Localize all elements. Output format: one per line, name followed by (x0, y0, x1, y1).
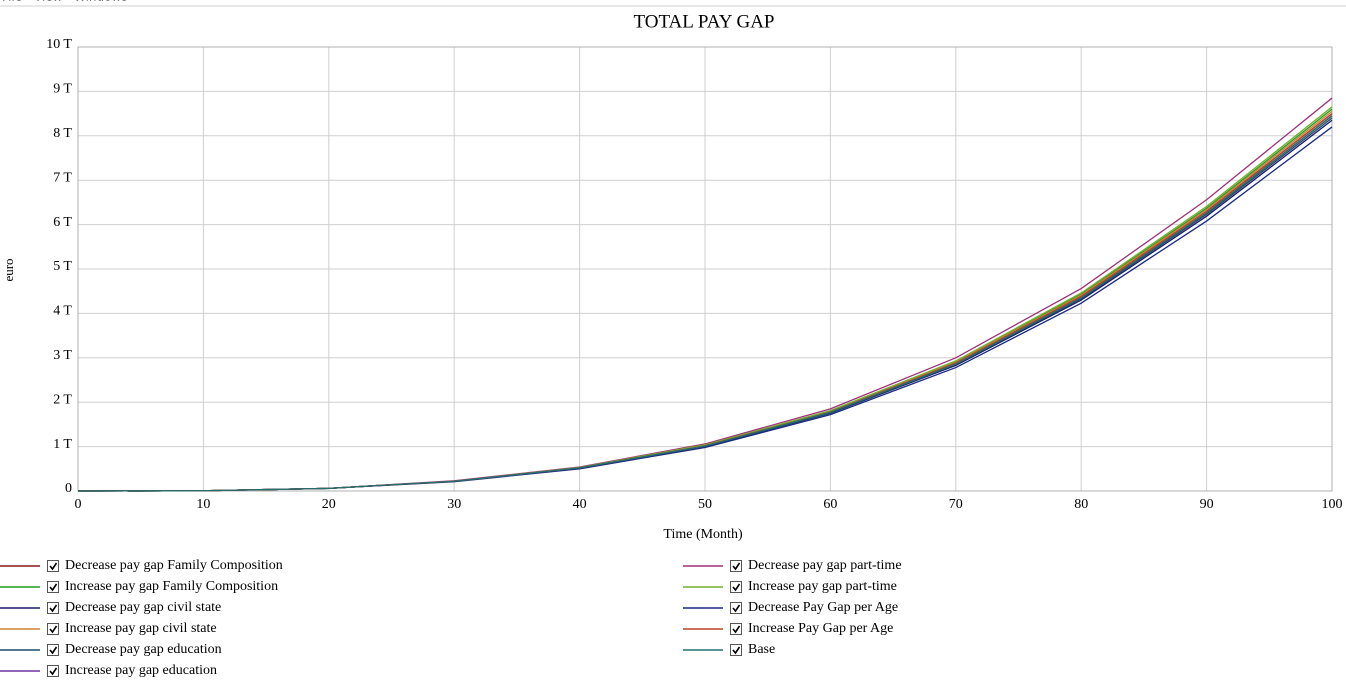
series-line (77, 115, 1333, 492)
checkbox-check (49, 667, 58, 676)
x-tick-label: 0 (75, 497, 82, 512)
legend-label: Increase Pay Gap per Age (748, 621, 893, 636)
legend-label: Increase pay gap education (65, 663, 217, 678)
x-axis-label: Time (Month) (663, 527, 743, 542)
x-tick-label: 50 (698, 497, 712, 512)
legend-entry: Decrease pay gap Family Composition (0, 558, 283, 573)
legend-entry: Decrease pay gap education (0, 642, 222, 657)
plot-frame (77, 46, 1333, 492)
legend-checkbox[interactable] (47, 644, 59, 656)
checkbox-box (730, 623, 742, 635)
legend-label: Decrease pay gap civil state (65, 600, 221, 615)
checkbox-box (730, 560, 742, 572)
legend-label: Base (748, 642, 775, 657)
checkbox-check (732, 646, 741, 655)
y-axis-label: euro (1, 258, 16, 281)
menu-item[interactable]: Windows (74, 0, 128, 4)
legend-entry: Increase pay gap education (0, 663, 217, 678)
legend-entry: Increase pay gap civil state (0, 621, 217, 636)
legend-checkbox[interactable] (730, 602, 742, 614)
legend-checkbox[interactable] (47, 581, 59, 593)
y-tick-label: 3 T (53, 348, 72, 363)
legend-checkbox[interactable] (730, 560, 742, 572)
legend-checkbox[interactable] (730, 644, 742, 656)
legend-entry: Decrease pay gap part-time (683, 558, 902, 573)
x-tick-label: 40 (573, 497, 587, 512)
menu-item[interactable]: View (34, 0, 63, 4)
x-tick-label: 20 (322, 497, 336, 512)
x-tick-label: 80 (1074, 497, 1088, 512)
x-tick-label: 60 (823, 497, 837, 512)
legend-label: Decrease Pay Gap per Age (748, 600, 898, 615)
checkbox-box (47, 623, 59, 635)
legend-checkbox[interactable] (47, 665, 59, 677)
y-tick-label: 0 (65, 481, 72, 496)
checkbox-box (730, 644, 742, 656)
legend-entry: Decrease pay gap civil state (0, 600, 221, 615)
y-tick-label: 8 T (53, 126, 72, 141)
legend-checkbox[interactable] (47, 623, 59, 635)
checkbox-box (47, 560, 59, 572)
legend-entry: Increase pay gap part-time (683, 579, 897, 594)
checkbox-check (732, 562, 741, 571)
legend-entry: Base (683, 642, 775, 657)
legend-label: Decrease pay gap education (65, 642, 222, 657)
checkbox-box (47, 602, 59, 614)
legend-label: Decrease pay gap Family Composition (65, 558, 283, 573)
legend-checkbox[interactable] (47, 560, 59, 572)
y-tick-label: 4 T (53, 304, 72, 319)
legend-label: Increase pay gap civil state (65, 621, 217, 636)
y-tick-label: 10 T (46, 37, 72, 52)
checkbox-check (49, 625, 58, 634)
checkbox-check (49, 583, 58, 592)
legend-label: Increase pay gap part-time (748, 579, 897, 594)
checkbox-box (730, 581, 742, 593)
y-tick-label: 7 T (53, 170, 72, 185)
chart-title: TOTAL PAY GAP (633, 11, 774, 32)
legend-entry: Increase Pay Gap per Age (683, 621, 893, 636)
checkbox-check (49, 562, 58, 571)
checkbox-check (49, 646, 58, 655)
checkbox-box (47, 644, 59, 656)
checkbox-check (49, 604, 58, 613)
legend-label: Increase pay gap Family Composition (65, 579, 278, 594)
legend-label: Decrease pay gap part-time (748, 558, 902, 573)
checkbox-box (47, 665, 59, 677)
x-tick-label: 10 (196, 497, 210, 512)
y-tick-label: 5 T (53, 259, 72, 274)
y-tick-label: 6 T (53, 215, 72, 230)
checkbox-check (732, 604, 741, 613)
y-tick-label: 1 T (53, 437, 72, 452)
legend-checkbox[interactable] (730, 581, 742, 593)
x-tick-label: 90 (1200, 497, 1214, 512)
menu-item[interactable]: File (2, 0, 22, 4)
x-tick-label: 100 (1322, 497, 1343, 512)
y-tick-label: 9 T (53, 82, 72, 97)
x-tick-label: 30 (447, 497, 461, 512)
legend-checkbox[interactable] (47, 602, 59, 614)
legend-entry: Decrease Pay Gap per Age (683, 600, 898, 615)
checkbox-box (47, 581, 59, 593)
legend-checkbox[interactable] (730, 623, 742, 635)
legend-entry: Increase pay gap Family Composition (0, 579, 278, 594)
checkbox-check (732, 625, 741, 634)
x-tick-label: 70 (949, 497, 963, 512)
y-tick-label: 2 T (53, 392, 72, 407)
checkbox-box (730, 602, 742, 614)
checkbox-check (732, 583, 741, 592)
